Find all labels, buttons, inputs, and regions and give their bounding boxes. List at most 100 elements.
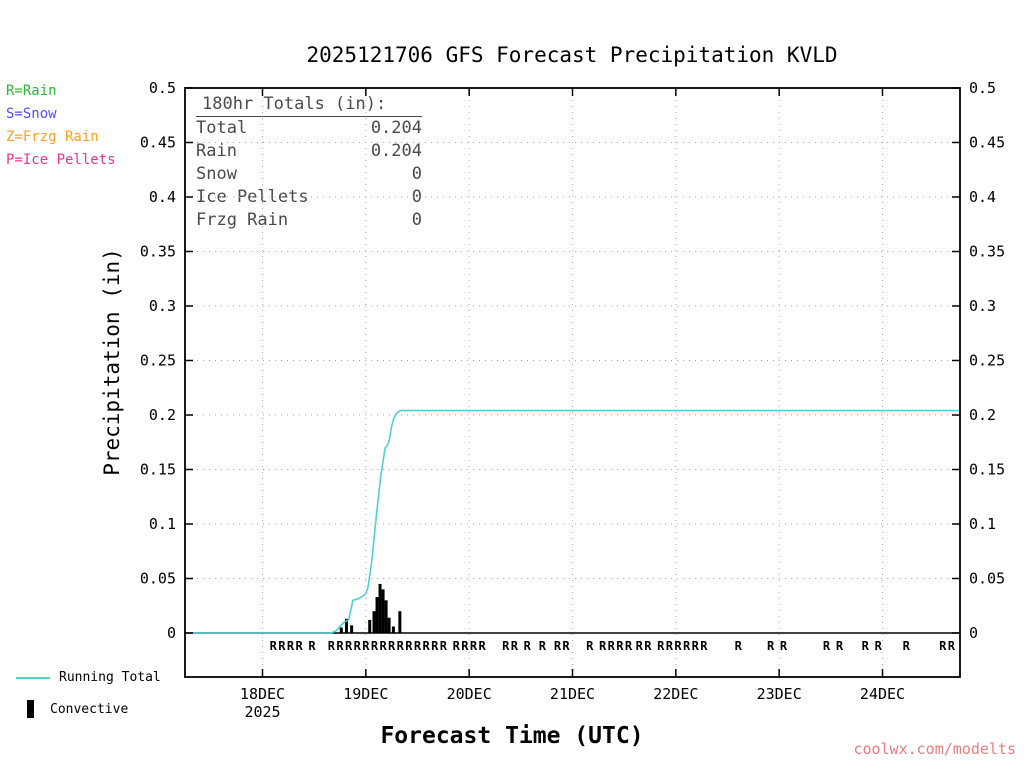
svg-text:0.45: 0.45 <box>969 134 1005 152</box>
svg-text:R: R <box>502 639 510 653</box>
svg-text:R: R <box>539 639 547 653</box>
svg-text:R: R <box>599 639 607 653</box>
totals-rows: Total 0.204 Rain 0.204 Snow 0 Ice Pellets 0 Frzg… <box>196 117 422 232</box>
svg-text:R: R <box>562 639 570 653</box>
svg-text:21DEC: 21DEC <box>550 685 595 703</box>
svg-text:R: R <box>666 639 674 653</box>
svg-text:R: R <box>683 639 691 653</box>
svg-text:R: R <box>767 639 775 653</box>
svg-text:R: R <box>453 639 461 653</box>
svg-text:0.15: 0.15 <box>969 461 1005 479</box>
svg-text:0.05: 0.05 <box>140 570 176 588</box>
svg-text:R: R <box>379 639 387 653</box>
totals-row: Snow 0 <box>196 164 422 184</box>
svg-text:R: R <box>524 639 532 653</box>
svg-text:20DEC: 20DEC <box>447 685 492 703</box>
legend-convective: Convective <box>16 700 128 718</box>
legend-running-total: Running Total <box>16 670 161 685</box>
svg-text:0.05: 0.05 <box>969 570 1005 588</box>
chart-title: 2025121706 GFS Forecast Precipitation KV… <box>306 43 838 67</box>
svg-text:R: R <box>692 639 700 653</box>
totals-row: Total 0.204 <box>196 118 422 138</box>
totals-header: 180hr Totals (in): <box>196 93 422 117</box>
svg-text:0.2: 0.2 <box>149 406 176 424</box>
svg-text:R: R <box>586 639 594 653</box>
precip-type-legend-item: S=Snow <box>6 106 57 122</box>
svg-text:R: R <box>354 639 362 653</box>
svg-text:0.3: 0.3 <box>149 297 176 315</box>
svg-text:R: R <box>278 639 286 653</box>
convective-label: Convective <box>50 701 129 717</box>
svg-text:R: R <box>397 639 405 653</box>
svg-text:R: R <box>362 639 370 653</box>
svg-text:24DEC: 24DEC <box>860 685 905 703</box>
svg-text:19DEC: 19DEC <box>343 685 388 703</box>
x-axis-label: Forecast Time (UTC) <box>380 723 644 749</box>
svg-text:R: R <box>700 639 708 653</box>
svg-text:0.5: 0.5 <box>969 79 996 97</box>
precip-type-legend-item: Z=Frzg Rain <box>6 129 99 145</box>
svg-text:R: R <box>735 639 743 653</box>
svg-text:R: R <box>903 639 911 653</box>
running-total-line-swatch <box>16 676 50 679</box>
svg-text:R: R <box>644 639 652 653</box>
svg-text:R: R <box>270 639 278 653</box>
svg-text:R: R <box>875 639 883 653</box>
precip-type-legend-item: R=Rain <box>6 83 57 99</box>
svg-text:0.4: 0.4 <box>149 188 176 206</box>
svg-text:R: R <box>461 639 469 653</box>
totals-row: Frzg Rain 0 <box>196 210 422 230</box>
svg-text:0.45: 0.45 <box>140 134 176 152</box>
svg-text:R: R <box>336 639 344 653</box>
svg-text:0.1: 0.1 <box>969 515 996 533</box>
running-total-label: Running Total <box>59 670 161 685</box>
svg-text:R: R <box>431 639 439 653</box>
svg-text:0.1: 0.1 <box>149 515 176 533</box>
svg-text:R: R <box>422 639 430 653</box>
svg-text:R: R <box>295 639 303 653</box>
convective-bar-swatch <box>27 700 34 718</box>
svg-text:23DEC: 23DEC <box>757 685 802 703</box>
totals-box: 180hr Totals (in): Total 0.204 Rain 0.204 Sn… <box>196 93 422 232</box>
svg-text:0: 0 <box>969 624 978 642</box>
svg-text:R: R <box>328 639 336 653</box>
svg-text:R: R <box>287 639 295 653</box>
svg-text:R: R <box>616 639 624 653</box>
svg-text:R: R <box>554 639 562 653</box>
svg-text:22DEC: 22DEC <box>653 685 698 703</box>
svg-text:R: R <box>371 639 379 653</box>
svg-text:R: R <box>440 639 448 653</box>
svg-text:R: R <box>405 639 413 653</box>
svg-text:R: R <box>478 639 486 653</box>
svg-text:R: R <box>823 639 831 653</box>
svg-text:0: 0 <box>167 624 176 642</box>
svg-text:R: R <box>414 639 422 653</box>
svg-text:R: R <box>470 639 478 653</box>
svg-text:R: R <box>636 639 644 653</box>
precip-type-legend: R=Rain S=Snow Z=Frzg Rain P=Ice Pellets <box>6 80 116 172</box>
svg-text:R: R <box>836 639 844 653</box>
svg-text:R: R <box>948 639 956 653</box>
precip-type-legend-item: P=Ice Pellets <box>6 152 116 168</box>
svg-text:0.4: 0.4 <box>969 188 996 206</box>
svg-text:0.35: 0.35 <box>969 243 1005 261</box>
svg-text:R: R <box>608 639 616 653</box>
totals-row: Rain 0.204 <box>196 141 422 161</box>
svg-text:R: R <box>939 639 947 653</box>
svg-text:0.15: 0.15 <box>140 461 176 479</box>
svg-text:0.5: 0.5 <box>149 79 176 97</box>
svg-text:R: R <box>674 639 682 653</box>
svg-text:R: R <box>388 639 396 653</box>
svg-text:0.25: 0.25 <box>140 352 176 370</box>
svg-text:0.2: 0.2 <box>969 406 996 424</box>
svg-text:R: R <box>511 639 519 653</box>
svg-text:R: R <box>780 639 788 653</box>
svg-text:R: R <box>625 639 633 653</box>
svg-text:2025: 2025 <box>244 703 280 721</box>
watermark: coolwx.com/modelts <box>853 740 1016 758</box>
svg-text:0.25: 0.25 <box>969 352 1005 370</box>
svg-text:R: R <box>657 639 665 653</box>
svg-text:R: R <box>862 639 870 653</box>
